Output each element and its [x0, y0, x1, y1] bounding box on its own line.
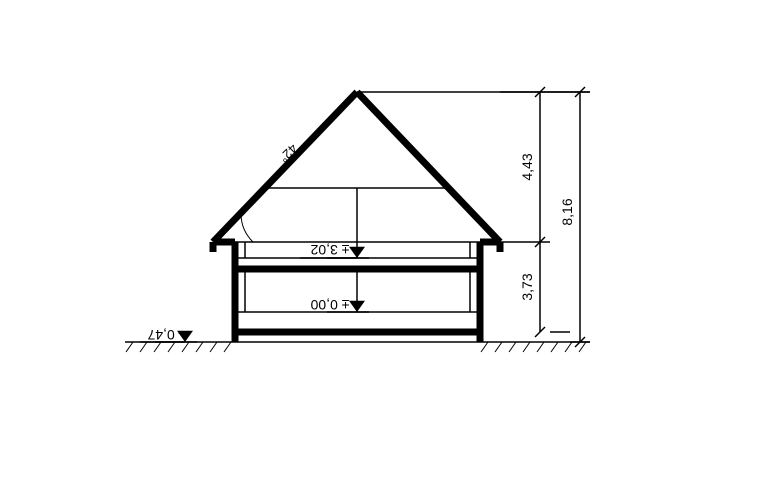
level-upper-label: ± 3,02 — [310, 242, 349, 258]
dim-lower-height: 3,73 — [519, 273, 535, 300]
dim-total-height: 8,16 — [559, 198, 575, 225]
dim-upper-height: 4,43 — [519, 153, 535, 180]
roof-angle-label: 42° — [276, 141, 301, 166]
level-exterior-label: – 0,47 — [147, 327, 186, 343]
section-drawing: ± 0,00 ± 3,02 – 0,47 42° 3,73 4,43 8,16 — [0, 0, 780, 503]
level-ground-label: ± 0,00 — [310, 297, 349, 313]
